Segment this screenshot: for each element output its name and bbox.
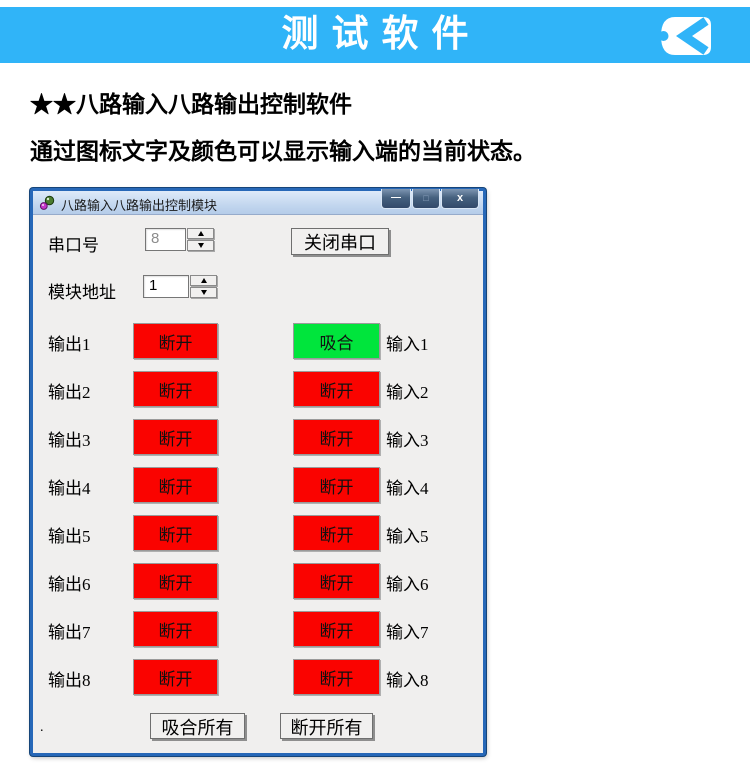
output-state-button[interactable]: 断开 (133, 563, 218, 599)
maximize-button[interactable]: □ (412, 189, 440, 209)
output-label: 输出1 (48, 335, 91, 354)
output-label: 输出8 (48, 671, 91, 690)
input-label: 输入6 (386, 575, 429, 594)
intro-line-2: 通过图标文字及颜色可以显示输入端的当前状态。 (30, 139, 536, 164)
input-label: 输入7 (386, 623, 429, 642)
intro-line-1: ★★八路输入八路输出控制软件 (30, 92, 352, 117)
io-row-5: 输出5 断开 断开 输入5 (33, 515, 483, 551)
input-label: 输入4 (386, 479, 429, 498)
app-banner: 测试软件 (0, 7, 750, 63)
output-label: 输出6 (48, 575, 91, 594)
window-titlebar[interactable]: 八路输入八路输出控制模块 — □ x (33, 189, 483, 215)
output-label: 输出4 (48, 479, 91, 498)
window-title: 八路输入八路输出控制模块 (61, 198, 218, 213)
module-address-input[interactable]: 1 (143, 275, 189, 298)
output-state-button[interactable]: 断开 (133, 515, 218, 551)
output-state-button[interactable]: 断开 (133, 371, 218, 407)
serial-port-spinner (187, 228, 214, 251)
module-spin-up-button[interactable] (190, 275, 217, 286)
serial-port-label: 串口号 (48, 236, 99, 255)
output-label: 输出3 (48, 431, 91, 450)
release-all-button[interactable]: 断开所有 (280, 713, 373, 739)
output-state-button[interactable]: 断开 (133, 467, 218, 503)
module-spin-down-button[interactable] (190, 287, 217, 298)
output-label: 输出7 (48, 623, 91, 642)
serial-port-input[interactable]: 8 (145, 228, 186, 251)
input-state-button[interactable]: 断开 (293, 611, 380, 647)
input-state-button[interactable]: 断开 (293, 371, 380, 407)
module-address-label: 模块地址 (48, 283, 116, 302)
input-state-button[interactable]: 断开 (293, 659, 380, 695)
window-controls: — □ x (380, 189, 479, 209)
io-row-3: 输出3 断开 断开 输入3 (33, 419, 483, 455)
input-label: 输入3 (386, 431, 429, 450)
input-state-button[interactable]: 断开 (293, 515, 380, 551)
input-state-button[interactable]: 断开 (293, 419, 380, 455)
output-state-button[interactable]: 断开 (133, 611, 218, 647)
output-label: 输出2 (48, 383, 91, 402)
serial-spin-down-button[interactable] (187, 240, 214, 251)
up-arrow-icon (197, 231, 204, 236)
io-row-6: 输出6 断开 断开 输入6 (33, 563, 483, 599)
input-state-button[interactable]: 断开 (293, 563, 380, 599)
input-label: 输入8 (386, 671, 429, 690)
serial-spin-up-button[interactable] (187, 228, 214, 239)
input-label: 输入5 (386, 527, 429, 546)
minimize-button[interactable]: — (381, 189, 411, 209)
module-address-spinner (190, 275, 217, 298)
input-state-button[interactable]: 吸合 (293, 323, 380, 359)
output-state-button[interactable]: 断开 (133, 323, 218, 359)
output-label: 输出5 (48, 527, 91, 546)
window-client-area: 串口号 8 关闭串口 模块地址 1 输出1 断开 吸合 输入1 (33, 215, 483, 753)
down-arrow-icon (197, 243, 204, 248)
io-row-4: 输出4 断开 断开 输入4 (33, 467, 483, 503)
io-row-1: 输出1 断开 吸合 输入1 (33, 323, 483, 359)
brand-k-logo-icon (660, 17, 711, 55)
io-row-7: 输出7 断开 断开 输入7 (33, 611, 483, 647)
control-module-window: 八路输入八路输出控制模块 — □ x 串口号 8 关闭串口 模块地址 1 (30, 188, 486, 756)
input-label: 输入1 (386, 335, 429, 354)
input-label: 输入2 (386, 383, 429, 402)
output-state-button[interactable]: 断开 (133, 419, 218, 455)
close-button[interactable]: x (441, 189, 479, 209)
engage-all-button[interactable]: 吸合所有 (150, 713, 245, 739)
io-row-2: 输出2 断开 断开 输入2 (33, 371, 483, 407)
input-state-button[interactable]: 断开 (293, 467, 380, 503)
io-row-8: 输出8 断开 断开 输入8 (33, 659, 483, 695)
io-rows: 输出1 断开 吸合 输入1 输出2 断开 断开 输入2 输出3 断开 断开 输入… (33, 323, 483, 707)
close-serial-port-button[interactable]: 关闭串口 (291, 228, 389, 255)
window-app-icon (39, 195, 55, 210)
output-state-button[interactable]: 断开 (133, 659, 218, 695)
banner-title: 测试软件 (281, 14, 482, 55)
up-arrow-icon (200, 278, 207, 283)
footer-dot: . (40, 720, 44, 735)
down-arrow-icon (200, 290, 207, 295)
